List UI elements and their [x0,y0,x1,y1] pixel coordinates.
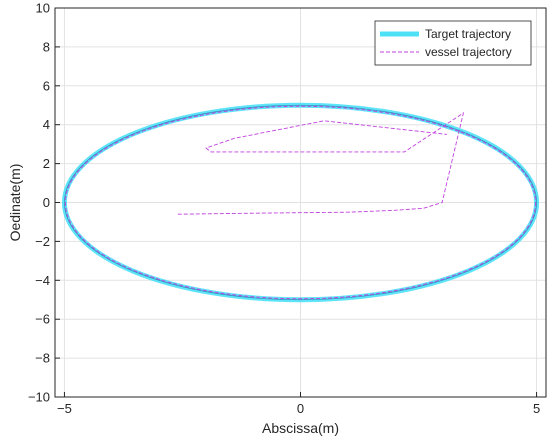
x-tick-label: −5 [57,401,72,416]
x-axis-label: Abscissa(m) [262,420,339,436]
legend-label-target: Target trajectory [425,27,511,41]
legend: Target trajectory vessel trajectory [374,20,532,66]
y-tick-label: 0 [43,195,50,210]
y-tick-label: 6 [43,78,50,93]
x-tick-label: 5 [533,401,540,416]
tick-layer: −5 0 5 −10 −8 −6 −4 −2 0 2 4 6 8 10 [28,1,540,417]
legend-label-vessel: vessel trajectory [425,45,512,59]
vessel-trajectory-steady [64,105,537,300]
y-tick-label: −8 [35,351,50,366]
y-tick-label: 2 [43,156,50,171]
grid-layer [55,7,546,398]
y-tick-label: −6 [35,312,50,327]
y-tick-label: −2 [35,234,50,249]
y-axis-label: Oedinate(m) [7,164,23,242]
x-tick-label: 0 [297,401,304,416]
series-layer [61,102,540,303]
vessel-trajectory-transient [177,111,465,215]
y-tick-label: −10 [28,390,50,405]
y-tick-label: −4 [35,273,50,288]
y-tick-label: 4 [43,117,50,132]
y-tick-label: 8 [43,39,50,54]
y-tick-label: 10 [36,1,50,16]
legend-box [374,20,532,66]
target-trajectory-core [64,104,537,301]
